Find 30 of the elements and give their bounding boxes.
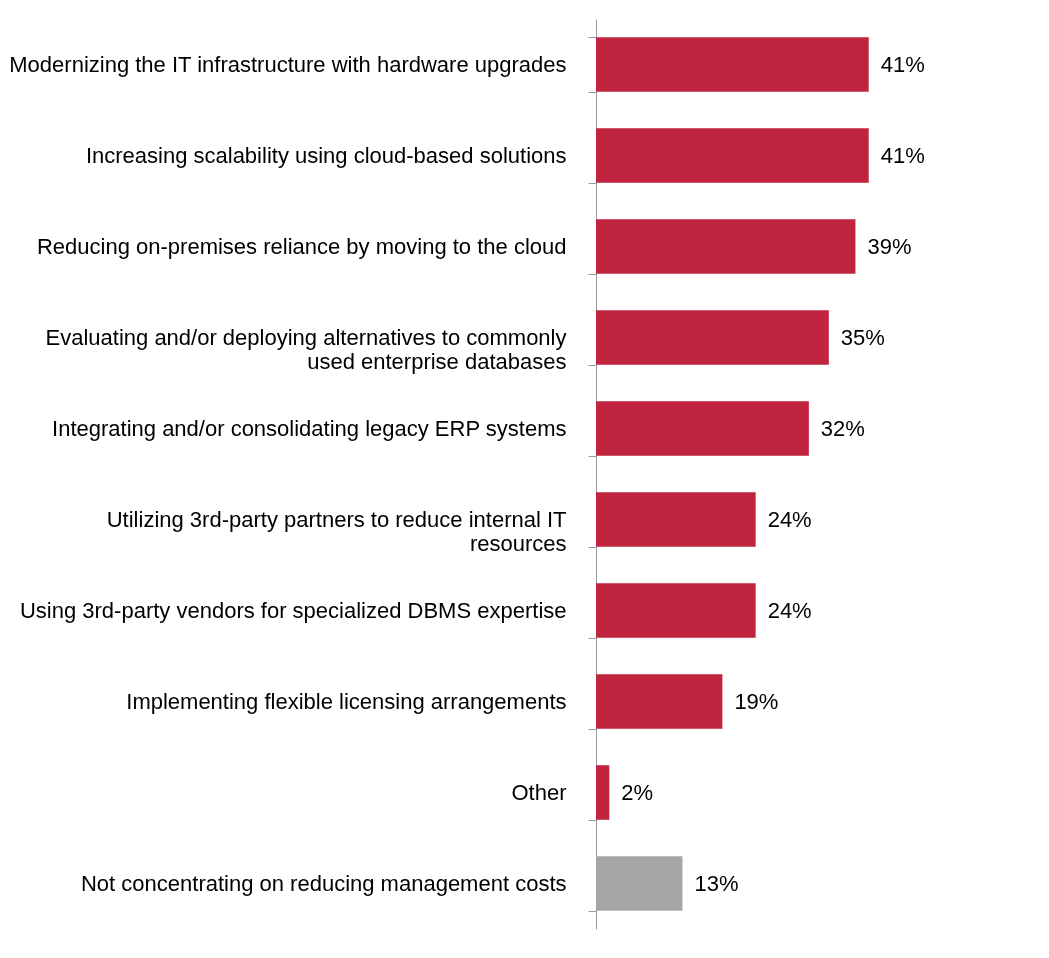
bar — [596, 37, 869, 92]
data-label: 24% — [767, 506, 812, 532]
y-tick-label: Reducing on-premises reliance by moving to the cloud — [36, 234, 567, 259]
y-tick-label: Integrating and/or consolidating legacy ERP systems — [52, 416, 567, 441]
y-tick-label: Modernizing the IT infrastructure with hardware upgrades — [9, 52, 567, 77]
bar — [596, 128, 869, 183]
y-tick-label: Not concentrating on reducing management costs — [80, 871, 567, 896]
y-tick-label: Implementing flexible licensing arrangements — [126, 689, 567, 714]
bar — [596, 310, 829, 365]
data-label: 2% — [621, 779, 654, 805]
bar — [596, 856, 683, 911]
data-label: 41% — [880, 142, 925, 168]
y-tick-label: Using 3rd-party vendors for specialized DBMS expertise — [19, 598, 567, 623]
y-tick-label: Utilizing 3rd-party partners to reduce internal IT resources — [106, 507, 567, 556]
data-label: 35% — [840, 324, 885, 350]
y-tick-label: Evaluating and/or deploying alternatives to commonly used enterprise databases — [45, 325, 567, 374]
bar — [596, 219, 856, 274]
data-label: 32% — [820, 415, 865, 441]
y-tick-label: Other — [511, 780, 567, 805]
bar — [596, 401, 809, 456]
data-label: 41% — [880, 51, 925, 77]
data-label: 24% — [767, 597, 812, 623]
bar — [596, 674, 723, 729]
bar — [596, 765, 610, 820]
bar — [596, 492, 756, 547]
bar — [596, 583, 756, 638]
y-tick-label: Increasing scalability using cloud-based solutions — [85, 143, 567, 168]
data-label: 19% — [734, 688, 779, 714]
data-label: 13% — [694, 870, 739, 896]
data-label: 39% — [867, 233, 912, 259]
